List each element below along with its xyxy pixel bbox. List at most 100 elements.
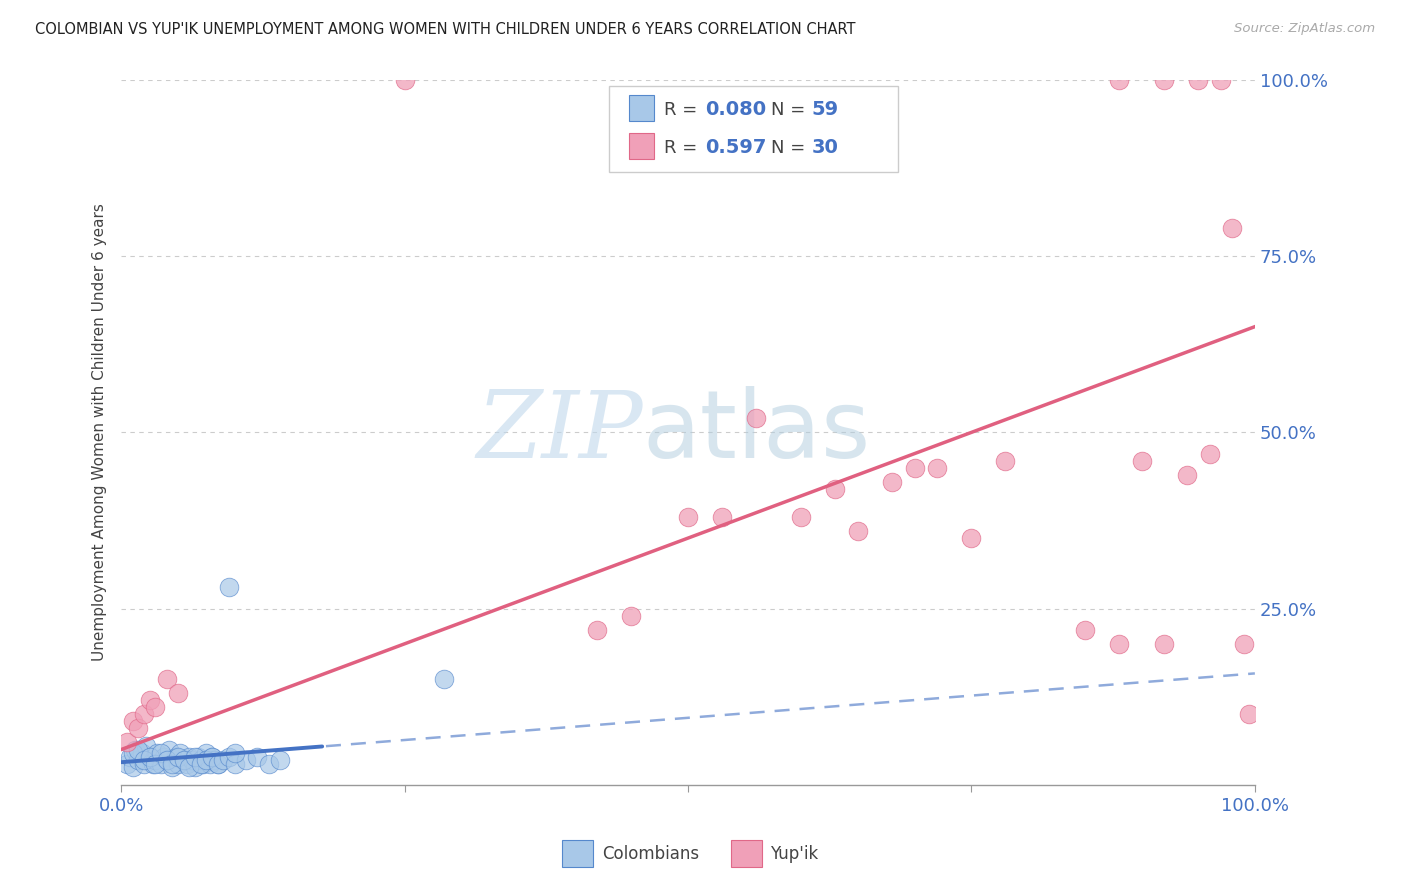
Point — [676, 510, 699, 524]
Point — [165, 749, 187, 764]
Point — [146, 746, 169, 760]
Point — [235, 753, 257, 767]
Point — [124, 742, 146, 756]
Point — [143, 756, 166, 771]
Point — [187, 749, 209, 764]
Point — [167, 749, 190, 764]
Point — [155, 753, 177, 767]
Point — [824, 482, 846, 496]
Point — [1130, 453, 1153, 467]
Point — [1175, 467, 1198, 482]
Point — [195, 753, 218, 767]
Point — [880, 475, 903, 489]
Point — [142, 756, 165, 771]
Point — [201, 749, 224, 764]
Text: 0.597: 0.597 — [704, 138, 766, 157]
Point — [195, 746, 218, 760]
Point — [155, 672, 177, 686]
Point — [173, 753, 195, 767]
Point — [433, 672, 456, 686]
Point — [179, 760, 201, 774]
Text: COLOMBIAN VS YUP'IK UNEMPLOYMENT AMONG WOMEN WITH CHILDREN UNDER 6 YEARS CORRELA: COLOMBIAN VS YUP'IK UNEMPLOYMENT AMONG W… — [35, 22, 856, 37]
Point — [201, 749, 224, 764]
Point — [153, 749, 176, 764]
Point — [269, 753, 291, 767]
Point — [120, 749, 142, 764]
Point — [190, 756, 212, 771]
Point — [904, 460, 927, 475]
FancyBboxPatch shape — [628, 95, 654, 120]
Point — [586, 623, 609, 637]
Point — [132, 753, 155, 767]
Point — [224, 746, 246, 760]
Point — [1209, 73, 1232, 87]
Point — [711, 510, 734, 524]
Point — [157, 742, 180, 756]
Point — [135, 739, 157, 753]
Point — [212, 753, 235, 767]
FancyBboxPatch shape — [628, 133, 654, 159]
Point — [115, 756, 138, 771]
Point — [202, 753, 225, 767]
Text: Source: ZipAtlas.com: Source: ZipAtlas.com — [1234, 22, 1375, 36]
Point — [1237, 707, 1260, 722]
Text: N =: N = — [770, 101, 811, 119]
Point — [1232, 637, 1254, 651]
Text: R =: R = — [664, 101, 703, 119]
Point — [190, 753, 212, 767]
Point — [224, 756, 246, 771]
Point — [927, 460, 949, 475]
Point — [176, 756, 198, 771]
Y-axis label: Unemployment Among Women with Children Under 6 years: Unemployment Among Women with Children U… — [93, 203, 107, 661]
Point — [1187, 73, 1209, 87]
Point — [191, 756, 214, 771]
Point — [960, 531, 983, 545]
FancyBboxPatch shape — [609, 86, 898, 171]
Point — [115, 735, 138, 749]
Point — [184, 760, 207, 774]
Point — [846, 524, 869, 538]
Text: R =: R = — [664, 138, 703, 157]
Text: Colombians: Colombians — [602, 845, 699, 863]
Point — [127, 753, 149, 767]
Point — [180, 753, 202, 767]
Point — [620, 608, 643, 623]
Text: Yup'ik: Yup'ik — [770, 845, 818, 863]
Point — [132, 707, 155, 722]
Point — [155, 753, 177, 767]
Point — [167, 756, 190, 771]
Point — [1220, 221, 1243, 235]
Point — [207, 756, 229, 771]
Point — [394, 73, 416, 87]
Text: N =: N = — [770, 138, 811, 157]
Point — [207, 756, 229, 771]
Point — [160, 756, 183, 771]
Point — [218, 749, 240, 764]
Point — [127, 742, 149, 756]
Point — [1198, 446, 1220, 460]
Point — [257, 756, 280, 771]
Point — [149, 746, 172, 760]
Point — [1153, 73, 1175, 87]
Point — [179, 749, 201, 764]
Point — [167, 686, 190, 700]
Point — [1074, 623, 1097, 637]
Point — [143, 700, 166, 714]
Point — [143, 753, 166, 767]
Point — [121, 760, 143, 774]
Point — [790, 510, 813, 524]
Point — [121, 746, 143, 760]
Text: ZIP: ZIP — [477, 387, 643, 477]
Point — [132, 756, 155, 771]
Point — [184, 749, 207, 764]
Point — [138, 749, 160, 764]
Point — [994, 453, 1017, 467]
Text: 0.080: 0.080 — [704, 100, 766, 120]
Point — [246, 749, 269, 764]
Point — [173, 753, 195, 767]
Point — [121, 714, 143, 729]
Point — [1153, 637, 1175, 651]
Point — [138, 693, 160, 707]
Point — [138, 749, 160, 764]
Point — [1108, 637, 1130, 651]
